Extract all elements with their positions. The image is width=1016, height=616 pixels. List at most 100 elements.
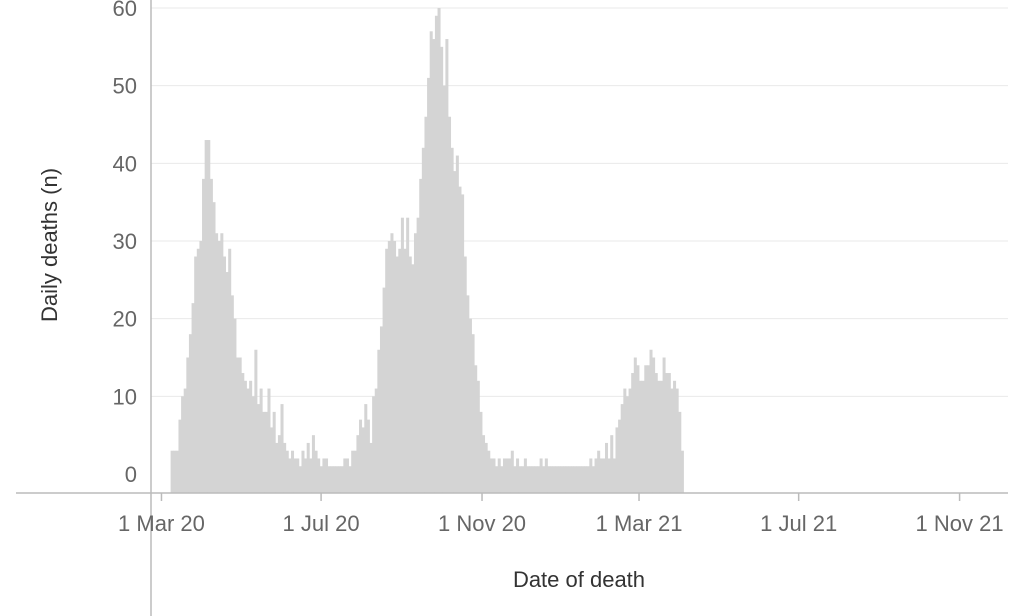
bar [612,458,616,493]
bar [440,46,444,493]
bar [529,466,533,493]
bar [599,458,603,493]
y-tick-labels: 0 10 20 30 40 50 60 [113,0,137,487]
y-axis-title: Daily deaths (n) [37,168,62,322]
bar [437,8,441,493]
bar [474,365,478,493]
bar [544,458,548,493]
bar [178,419,182,493]
bar [256,404,260,493]
bar [207,140,211,494]
bar [453,171,457,493]
bar [487,450,491,493]
bar [233,318,237,493]
bar [560,466,564,493]
bar [466,295,470,493]
bar [262,411,266,493]
bar [290,450,295,493]
bar [306,442,310,493]
bar [657,380,661,493]
bar [230,295,234,493]
bar [448,116,452,493]
x-tick-label: 1 Jul 20 [283,511,360,536]
bar [605,442,609,493]
bar [220,233,224,493]
bar [275,442,279,493]
bar [293,458,297,493]
bar [581,466,585,493]
bar [322,458,326,493]
x-tick-label: 1 Jul 21 [760,511,837,536]
bar [482,435,486,493]
bar [424,116,428,493]
bar [542,466,546,493]
bar [196,248,200,493]
bar [374,388,378,493]
bar [427,77,431,494]
bar [267,388,271,493]
bar [251,396,255,493]
bar [607,458,611,493]
bar [463,256,467,493]
bar [586,466,590,493]
bar [594,458,598,493]
bar [421,147,425,494]
bar [317,458,321,493]
bar [555,466,559,493]
bar [356,435,360,493]
bar [516,458,520,493]
bar [175,450,179,493]
bar [432,39,436,494]
bar [445,39,449,494]
bar [377,349,381,493]
bar [379,326,383,493]
bar [502,458,506,493]
x-tick-label: 1 Mar 21 [596,511,683,536]
bar [390,233,394,493]
bar [644,365,648,493]
bar [387,241,391,493]
bar [319,466,323,493]
bar [304,458,308,493]
bar [217,241,221,493]
bar [589,458,593,493]
bar [636,365,640,493]
bar [301,450,305,493]
bar [353,450,357,493]
y-tick-label: 10 [113,384,137,409]
bar [570,466,575,493]
bar [591,466,595,493]
bar [246,388,250,493]
bar [345,458,349,493]
bar [181,396,185,493]
bar [578,466,582,493]
bar [348,466,352,493]
bar [550,466,554,493]
bar [186,357,190,493]
bar [204,140,208,494]
bar [615,427,619,493]
bar [173,450,177,493]
bar [429,31,433,494]
bar [576,466,580,493]
bar [393,241,397,493]
bar [309,458,313,493]
y-tick-label: 50 [113,74,137,99]
bar [518,466,522,493]
bar [510,450,514,493]
bar [272,411,276,493]
bar [531,466,535,493]
bar [492,458,496,493]
bar [597,450,601,493]
bar [625,396,629,493]
bar [369,442,373,493]
bar [646,365,650,493]
bar [584,466,588,493]
bar [400,217,404,493]
bar [361,427,365,493]
bar [406,217,410,493]
bar [366,419,370,493]
bar [568,466,572,493]
bar [536,466,540,493]
bar [238,357,242,493]
